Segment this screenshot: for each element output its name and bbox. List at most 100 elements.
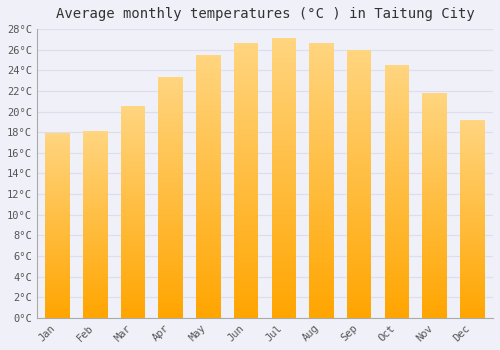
Bar — [460, 300, 484, 302]
Bar — [234, 112, 258, 115]
Bar — [83, 139, 108, 140]
Bar — [46, 279, 70, 281]
Bar — [234, 274, 258, 277]
Bar — [422, 230, 447, 232]
Bar — [460, 252, 484, 254]
Bar — [196, 194, 220, 197]
Bar — [460, 132, 484, 134]
Bar — [347, 146, 372, 149]
Bar — [347, 187, 372, 189]
Bar — [422, 268, 447, 271]
Bar — [196, 313, 220, 315]
Bar — [46, 272, 70, 274]
Bar — [272, 243, 296, 245]
Bar — [234, 183, 258, 186]
Bar — [347, 173, 372, 176]
Bar — [272, 265, 296, 267]
Bar — [347, 286, 372, 288]
Bar — [196, 163, 220, 165]
Bar — [158, 93, 183, 96]
Bar — [272, 63, 296, 66]
Bar — [460, 189, 484, 191]
Bar — [46, 167, 70, 168]
Bar — [460, 223, 484, 225]
Bar — [234, 255, 258, 258]
Bar — [422, 142, 447, 145]
Bar — [272, 267, 296, 270]
Bar — [422, 100, 447, 102]
Bar — [347, 168, 372, 170]
Bar — [196, 144, 220, 147]
Bar — [46, 161, 70, 163]
Bar — [158, 233, 183, 236]
Bar — [309, 79, 334, 82]
Bar — [196, 271, 220, 273]
Bar — [46, 237, 70, 238]
Bar — [83, 224, 108, 226]
Bar — [460, 246, 484, 248]
Bar — [83, 310, 108, 312]
Bar — [384, 234, 409, 237]
Bar — [272, 170, 296, 173]
Bar — [347, 79, 372, 82]
Bar — [83, 182, 108, 183]
Bar — [272, 226, 296, 229]
Bar — [83, 178, 108, 180]
Bar — [384, 191, 409, 194]
Bar — [422, 183, 447, 185]
Bar — [46, 240, 70, 242]
Bar — [120, 174, 145, 176]
Bar — [384, 222, 409, 224]
Bar — [422, 244, 447, 246]
Bar — [347, 109, 372, 111]
Bar — [120, 106, 145, 108]
Bar — [234, 63, 258, 65]
Bar — [309, 164, 334, 167]
Bar — [460, 187, 484, 189]
Bar — [272, 111, 296, 114]
Bar — [83, 279, 108, 281]
Bar — [196, 68, 220, 71]
Bar — [460, 120, 484, 122]
Bar — [234, 115, 258, 118]
Bar — [272, 55, 296, 58]
Bar — [46, 216, 70, 218]
Bar — [234, 46, 258, 49]
Bar — [196, 57, 220, 60]
Bar — [83, 245, 108, 247]
Bar — [460, 140, 484, 142]
Bar — [46, 187, 70, 189]
Bar — [234, 137, 258, 140]
Bar — [83, 163, 108, 165]
Bar — [347, 203, 372, 205]
Bar — [347, 181, 372, 184]
Bar — [347, 229, 372, 232]
Bar — [83, 256, 108, 258]
Bar — [46, 205, 70, 207]
Bar — [120, 216, 145, 218]
Bar — [196, 84, 220, 86]
Bar — [309, 101, 334, 104]
Bar — [422, 199, 447, 201]
Bar — [460, 266, 484, 268]
Bar — [309, 290, 334, 293]
Bar — [309, 271, 334, 274]
Bar — [46, 150, 70, 152]
Bar — [234, 293, 258, 296]
Bar — [422, 201, 447, 203]
Bar — [120, 183, 145, 185]
Bar — [460, 231, 484, 233]
Bar — [158, 147, 183, 149]
Bar — [234, 307, 258, 310]
Bar — [309, 189, 334, 192]
Bar — [384, 293, 409, 295]
Bar — [234, 288, 258, 290]
Bar — [422, 174, 447, 176]
Bar — [460, 227, 484, 229]
Bar — [46, 296, 70, 298]
Bar — [158, 89, 183, 91]
Bar — [272, 215, 296, 217]
Bar — [120, 267, 145, 269]
Bar — [46, 218, 70, 220]
Bar — [460, 211, 484, 213]
